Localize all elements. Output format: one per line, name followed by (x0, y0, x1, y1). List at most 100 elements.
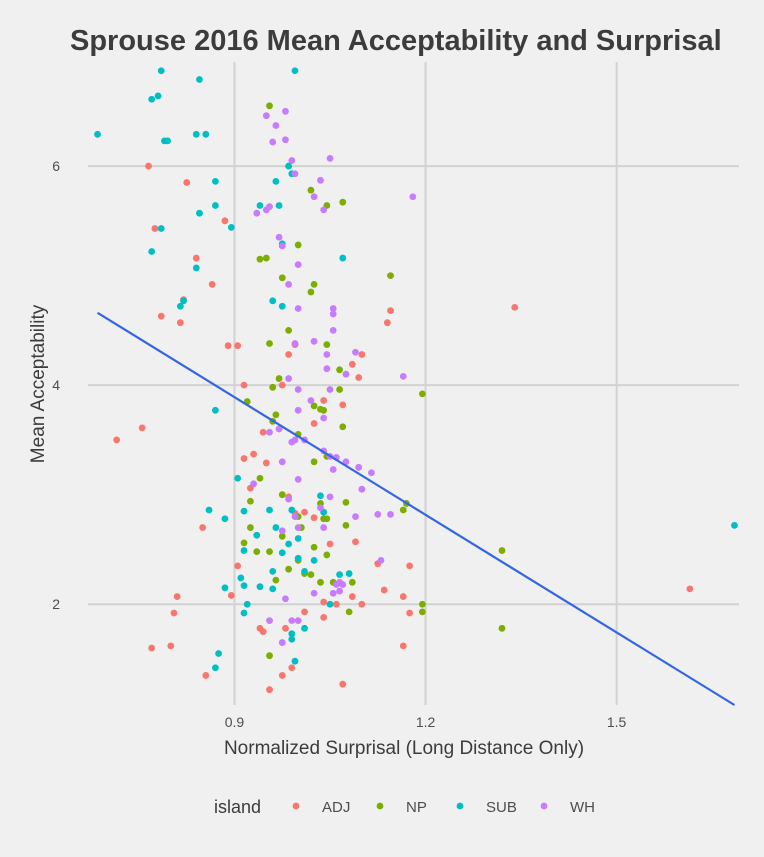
data-point (282, 107, 289, 115)
data-point (320, 206, 328, 214)
data-point (272, 122, 280, 129)
data-point (418, 390, 426, 398)
data-point (294, 305, 302, 312)
data-point (294, 475, 302, 483)
data-point (326, 386, 334, 393)
data-point (266, 203, 273, 210)
data-point (180, 297, 187, 305)
data-point (278, 549, 286, 557)
legend-key-sub (456, 802, 464, 810)
data-point (406, 562, 414, 570)
data-point (278, 381, 286, 389)
data-point (323, 341, 331, 349)
data-point (285, 540, 293, 548)
data-point (348, 578, 356, 586)
data-point (176, 319, 184, 327)
series-sub (94, 67, 738, 672)
data-point (269, 138, 277, 146)
data-point (227, 592, 235, 599)
data-point (234, 562, 242, 570)
data-points (94, 67, 738, 694)
data-point (291, 340, 299, 347)
data-point (282, 595, 289, 603)
data-point (323, 551, 331, 559)
data-point (285, 565, 293, 573)
data-point (202, 130, 210, 138)
data-point (345, 570, 353, 577)
data-point (247, 524, 254, 531)
data-point (211, 177, 219, 185)
data-point (176, 302, 184, 310)
data-point (310, 543, 318, 551)
data-point (250, 480, 257, 488)
y-tick-label: 6 (52, 158, 60, 174)
data-point (326, 600, 334, 608)
data-point (269, 585, 277, 593)
data-point (240, 547, 248, 554)
data-point (348, 360, 356, 368)
data-point (154, 92, 162, 100)
data-point (352, 538, 359, 546)
data-point (288, 506, 296, 514)
data-point (259, 428, 267, 436)
data-point (269, 567, 277, 575)
data-point (317, 578, 324, 586)
data-point (399, 593, 407, 600)
data-point (138, 424, 146, 432)
data-point (310, 458, 318, 466)
data-point (307, 186, 315, 194)
data-point (320, 598, 328, 606)
data-point (224, 342, 232, 350)
data-point (269, 383, 277, 391)
data-point (272, 411, 280, 419)
data-point (196, 209, 203, 217)
data-point (291, 67, 299, 75)
y-tick-label: 2 (52, 596, 60, 612)
y-tick-label: 4 (52, 377, 60, 393)
data-point (151, 225, 159, 232)
data-point (240, 507, 248, 515)
data-point (383, 319, 391, 327)
data-point (323, 351, 331, 358)
data-point (234, 342, 242, 350)
data-point (339, 423, 347, 431)
x-axis-ticks: 0.9 1.2 1.5 (225, 714, 627, 730)
data-point (336, 587, 343, 595)
data-point (355, 374, 363, 381)
x-axis-title: Normalized Surprisal (Long Distance Only… (224, 738, 584, 759)
x-tick-label: 1.2 (416, 714, 436, 730)
data-point (323, 515, 331, 523)
legend-title: island (214, 797, 261, 817)
data-point (211, 664, 219, 672)
data-point (336, 571, 343, 579)
data-point (278, 491, 286, 499)
data-point (221, 584, 229, 592)
data-point (266, 428, 273, 436)
data-point (498, 624, 506, 632)
data-point (310, 420, 318, 427)
data-point (256, 202, 264, 209)
data-point (329, 466, 337, 473)
data-point (275, 425, 283, 433)
data-point (192, 264, 200, 272)
data-point (167, 642, 175, 650)
data-point (266, 506, 273, 514)
data-point (339, 581, 347, 588)
data-point (256, 255, 264, 263)
data-point (199, 524, 207, 531)
trend-line (96, 311, 736, 706)
data-point (269, 297, 277, 305)
data-point (288, 635, 296, 643)
data-point (285, 351, 293, 358)
data-point (399, 506, 407, 514)
data-point (310, 280, 318, 288)
legend-label-wh: WH (570, 799, 595, 816)
data-point (145, 162, 152, 170)
data-point (170, 609, 178, 617)
data-point (377, 557, 385, 564)
data-point (294, 524, 302, 531)
y-axis-title: Mean Acceptability (28, 304, 49, 463)
data-point (262, 112, 270, 120)
data-point (285, 495, 293, 503)
